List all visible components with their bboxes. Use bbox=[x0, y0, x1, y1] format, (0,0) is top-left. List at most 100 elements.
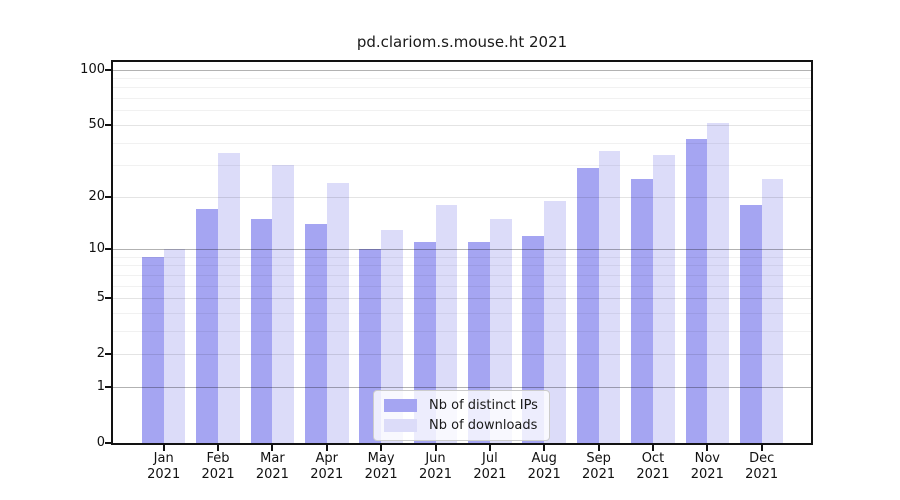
legend: Nb of distinct IPs Nb of downloads bbox=[373, 390, 550, 441]
x-tick-aug bbox=[543, 445, 546, 451]
x-tick-month: Apr bbox=[315, 451, 339, 466]
gridline-10 bbox=[113, 249, 811, 250]
x-tick-year: 2021 bbox=[745, 467, 779, 482]
x-tick-mar bbox=[271, 445, 274, 451]
x-tick-jul bbox=[488, 445, 491, 451]
y-axis-labels: 0 1 2 5 10 20 50 100 bbox=[0, 61, 105, 450]
bar-downloads-may bbox=[381, 229, 403, 443]
x-tick-label-oct: Oct 2021 bbox=[616, 451, 690, 483]
bar-downloads-oct bbox=[652, 155, 675, 443]
x-tick-month: May bbox=[367, 451, 395, 466]
x-tick-year: 2021 bbox=[310, 467, 344, 482]
gridline-minor bbox=[113, 312, 811, 314]
bar-downloads-mar bbox=[272, 165, 295, 443]
gridline-minor bbox=[113, 87, 811, 89]
bar-downloads-sep bbox=[598, 150, 621, 443]
x-tick-label-aug: Aug 2021 bbox=[507, 451, 581, 483]
gridline-50 bbox=[113, 124, 811, 126]
x-tick-sep bbox=[597, 445, 600, 451]
gridline-5 bbox=[113, 298, 811, 300]
y-tick-label-0: 0 bbox=[96, 435, 105, 450]
bar-distinct-ips-apr bbox=[305, 223, 327, 443]
x-tick-label-dec: Dec 2021 bbox=[725, 451, 799, 483]
gridline-minor bbox=[113, 285, 811, 287]
y-tick-label-100: 100 bbox=[80, 61, 105, 77]
x-tick-month: Oct bbox=[641, 451, 665, 466]
bar-distinct-ips-nov bbox=[685, 138, 708, 443]
x-tick-apr bbox=[325, 445, 328, 451]
chart-title: pd.clariom.s.mouse.ht 2021 bbox=[356, 33, 568, 51]
x-tick-year: 2021 bbox=[255, 467, 289, 482]
x-tick-label-sep: Sep 2021 bbox=[562, 451, 636, 483]
x-tick-year: 2021 bbox=[473, 467, 507, 482]
x-tick-month: Mar bbox=[260, 451, 285, 466]
x-tick-month: Jun bbox=[425, 451, 446, 466]
y-tick-label-10: 10 bbox=[88, 241, 105, 256]
bar-downloads-jan bbox=[163, 249, 186, 443]
x-tick-jan bbox=[162, 445, 165, 451]
x-tick-may bbox=[380, 445, 383, 451]
gridline-minor bbox=[113, 78, 811, 80]
gridline-minor bbox=[113, 165, 811, 167]
x-axis-labels: Jan 2021 Feb 2021 Mar 2021 Apr 2021 May 2021 Jun 20… bbox=[113, 451, 811, 491]
x-tick-label-feb: Feb 2021 bbox=[181, 451, 255, 483]
bar-distinct-ips-mar bbox=[250, 218, 273, 443]
x-tick-feb bbox=[217, 445, 220, 451]
bar-downloads-apr bbox=[326, 182, 349, 443]
gridline-2 bbox=[113, 354, 811, 356]
x-tick-year: 2021 bbox=[418, 467, 453, 482]
gridline-minor bbox=[113, 330, 811, 332]
x-tick-oct bbox=[651, 445, 654, 451]
y-tick-100 bbox=[105, 68, 111, 71]
x-tick-month: Sep bbox=[586, 451, 611, 466]
y-tick-label-50: 50 bbox=[88, 116, 105, 132]
gridline-1 bbox=[113, 386, 811, 388]
y-tick-label-5: 5 bbox=[96, 290, 105, 306]
legend-swatch-downloads bbox=[384, 419, 417, 432]
y-tick-5 bbox=[105, 297, 111, 300]
x-tick-month: Jan bbox=[153, 451, 174, 466]
x-tick-month: Aug bbox=[531, 451, 557, 466]
bar-downloads-nov bbox=[707, 123, 730, 443]
x-tick-year: 2021 bbox=[690, 467, 724, 482]
y-tick-0 bbox=[105, 442, 111, 444]
bar-distinct-ips-feb bbox=[196, 209, 219, 443]
x-tick-year: 2021 bbox=[364, 467, 398, 482]
legend-label-distinct-ips: Nb of distinct IPs bbox=[429, 398, 538, 413]
gridline-minor bbox=[113, 274, 811, 276]
x-tick-year: 2021 bbox=[527, 467, 561, 482]
x-tick-year: 2021 bbox=[582, 467, 616, 482]
y-tick-20 bbox=[105, 195, 111, 198]
bar-distinct-ips-sep bbox=[576, 167, 599, 443]
x-tick-jun bbox=[434, 445, 437, 451]
gridline-minor bbox=[113, 142, 811, 144]
x-tick-label-nov: Nov 2021 bbox=[670, 451, 744, 483]
x-tick-label-may: May 2021 bbox=[344, 451, 418, 483]
x-tick-label-mar: Mar 2021 bbox=[235, 451, 309, 483]
gridline-minor bbox=[113, 256, 811, 258]
y-tick-label-2: 2 bbox=[96, 346, 105, 362]
plot-area: Nb of distinct IPs Nb of downloads bbox=[105, 60, 813, 451]
gridline-100 bbox=[113, 69, 811, 71]
bar-downloads-aug bbox=[544, 200, 566, 443]
gridline-minor bbox=[113, 110, 811, 112]
y-tick-label-20: 20 bbox=[88, 188, 105, 204]
gridline-20 bbox=[113, 196, 811, 198]
x-tick-month: Nov bbox=[694, 451, 720, 466]
x-tick-label-jan: Jan 2021 bbox=[127, 451, 201, 483]
x-tick-month: Feb bbox=[206, 451, 230, 466]
y-tick-label-1: 1 bbox=[96, 378, 105, 394]
bar-distinct-ips-dec bbox=[739, 204, 762, 443]
legend-item-downloads: Nb of downloads bbox=[384, 418, 538, 433]
bar-downloads-feb bbox=[218, 153, 240, 443]
y-tick-10 bbox=[105, 248, 111, 250]
bar-distinct-ips-jan bbox=[141, 256, 164, 443]
x-tick-year: 2021 bbox=[636, 467, 670, 482]
legend-item-distinct-ips: Nb of distinct IPs bbox=[384, 398, 538, 413]
x-tick-year: 2021 bbox=[147, 467, 181, 482]
x-tick-label-jun: Jun 2021 bbox=[399, 451, 473, 483]
gridline-minor bbox=[113, 265, 811, 267]
x-tick-year: 2021 bbox=[201, 467, 235, 482]
y-tick-2 bbox=[105, 353, 111, 356]
